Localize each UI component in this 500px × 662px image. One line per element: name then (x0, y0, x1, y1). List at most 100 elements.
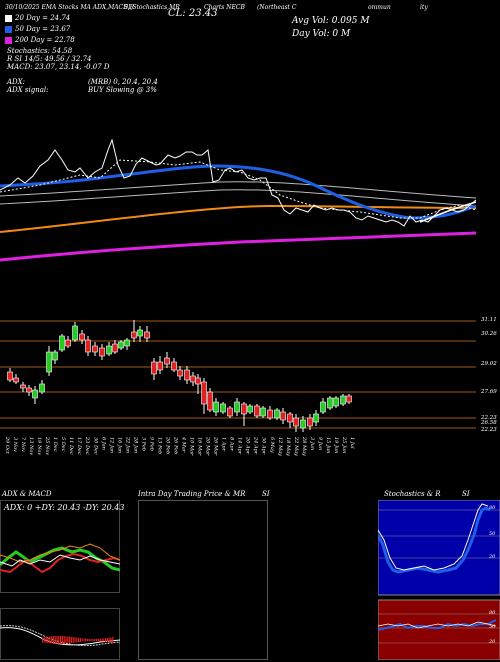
signal-value: BUY Slowing @ 3% (88, 86, 157, 94)
header-row: 30/10/2025 EMA Stocks MA ADX,MACD,R (5, 4, 134, 11)
stoch-rsi-panel: 80 50 20 80 50 20 (376, 499, 500, 661)
price-level-label: 30.26 (481, 331, 497, 337)
candle (52, 350, 58, 364)
rsi-white-line (377, 621, 497, 629)
macd-bar (87, 639, 89, 641)
candle (151, 358, 157, 380)
date-tick-label: 7 Nov (20, 437, 26, 452)
candle (112, 340, 118, 354)
macd-histogram (42, 636, 114, 644)
candle (313, 410, 319, 426)
header-company: (Northeast C (257, 4, 297, 11)
ma200-label: 200 Day = 22.78 (15, 36, 75, 44)
ma-envelope-lower (0, 189, 477, 207)
candlestick-series (7, 320, 352, 432)
candle (346, 394, 352, 404)
candle (241, 402, 247, 426)
macd-bar (78, 638, 80, 642)
macd-bar (45, 637, 47, 643)
date-tick-label: 13 Feb (156, 437, 162, 454)
adx-values: ADX: 0 +DY: 20.43 -DY: 20.43 (4, 503, 125, 512)
header-company-3: ity (420, 4, 428, 11)
ma200-swatch (5, 36, 12, 44)
date-tick-label: 1 Dec (52, 437, 58, 452)
candle (72, 322, 78, 342)
rsi-line (377, 619, 497, 631)
stoch-panel-si: SI (462, 490, 470, 498)
date-tick-label: 1 Apr (221, 437, 227, 452)
price-level-label: 22.23 (480, 427, 497, 433)
macd-bar (67, 636, 69, 644)
candle (13, 374, 19, 384)
date-tick-label: 28 May (301, 436, 307, 456)
intraday-panel-title: Intra Day Trading Price & MR (138, 490, 246, 498)
macd-bar (103, 638, 105, 642)
date-tick-label: 3 Nov (12, 437, 18, 452)
price-level-label: 27.69 (480, 389, 497, 395)
header-title: 30/10/2025 EMA Stocks MA ADX,MACD,R (5, 4, 135, 11)
macd-bar (70, 637, 72, 643)
stoch-tick-50: 50 (489, 531, 496, 537)
date-tick-label: 23 Dec (84, 436, 90, 455)
day-volume: Day Vol: 0 M (292, 29, 351, 39)
ma50-line (0, 164, 476, 220)
macd-bar (112, 637, 114, 643)
moving-average-lines (0, 138, 477, 262)
date-tick-label: 10 Mar (189, 437, 195, 456)
macd-bar (42, 637, 44, 643)
candle (201, 378, 207, 414)
macd-bar (79, 638, 81, 642)
date-tick-label: 11 Dec (68, 437, 74, 455)
candle (65, 336, 71, 348)
candle (260, 406, 266, 418)
macd-bar (65, 636, 67, 644)
ma200-line (0, 231, 477, 262)
adx-white-line (0, 554, 121, 567)
close-price: CL: 23.43 (168, 8, 218, 19)
stoch-tick-20: 20 (489, 554, 496, 560)
candle (157, 356, 163, 374)
candle (274, 408, 280, 420)
candle (307, 414, 313, 430)
price-level-label: 29.02 (480, 361, 497, 367)
adx-macd-panel: ADX: 0 +DY: 20.43 -DY: 20.43 (0, 500, 124, 660)
candle (340, 394, 346, 406)
rsi-tick-50: 50 (489, 624, 496, 630)
date-tick-label: 19 Jun (333, 437, 339, 453)
date-tick-label: 30 Apr (261, 437, 267, 455)
adx-label: ADX: (7, 78, 26, 86)
date-tick-label: 18 May (285, 437, 291, 456)
macd-bar (43, 637, 45, 643)
candle (213, 398, 219, 416)
macd-bar (96, 639, 98, 641)
date-tick-label: 30 Dec (92, 437, 98, 455)
ma20-swatch (5, 14, 12, 22)
candle (184, 366, 190, 384)
date-tick-label: 22 Jan (124, 436, 130, 453)
price-level-label: 31.11 (481, 317, 497, 323)
candle (280, 408, 286, 424)
intraday-panel (138, 500, 268, 660)
candle (26, 385, 32, 396)
macd-bar (88, 639, 90, 641)
date-tick-label: 25 Nov (44, 436, 50, 455)
macd-bar (76, 637, 78, 643)
macd-bar (97, 639, 99, 641)
candle (327, 396, 333, 410)
macd-bar (108, 637, 110, 643)
macd-bar (99, 638, 101, 642)
rsi-tick-80: 80 (489, 610, 496, 616)
date-tick-label: 15 Jun (325, 437, 331, 453)
candle (20, 382, 26, 392)
date-tick-label: 9 Jun (317, 437, 323, 450)
candle (190, 372, 196, 386)
candle (254, 404, 260, 418)
ma-envelope-upper (0, 181, 477, 199)
macd-bar (85, 638, 87, 642)
macd-bar (106, 638, 108, 642)
stoch-d-line (377, 503, 489, 571)
stochastics-value: Stochastics: 54.58 (7, 47, 73, 55)
price-level-label: 26.58 (480, 420, 497, 426)
date-tick-label: 17 Dec (76, 437, 82, 455)
